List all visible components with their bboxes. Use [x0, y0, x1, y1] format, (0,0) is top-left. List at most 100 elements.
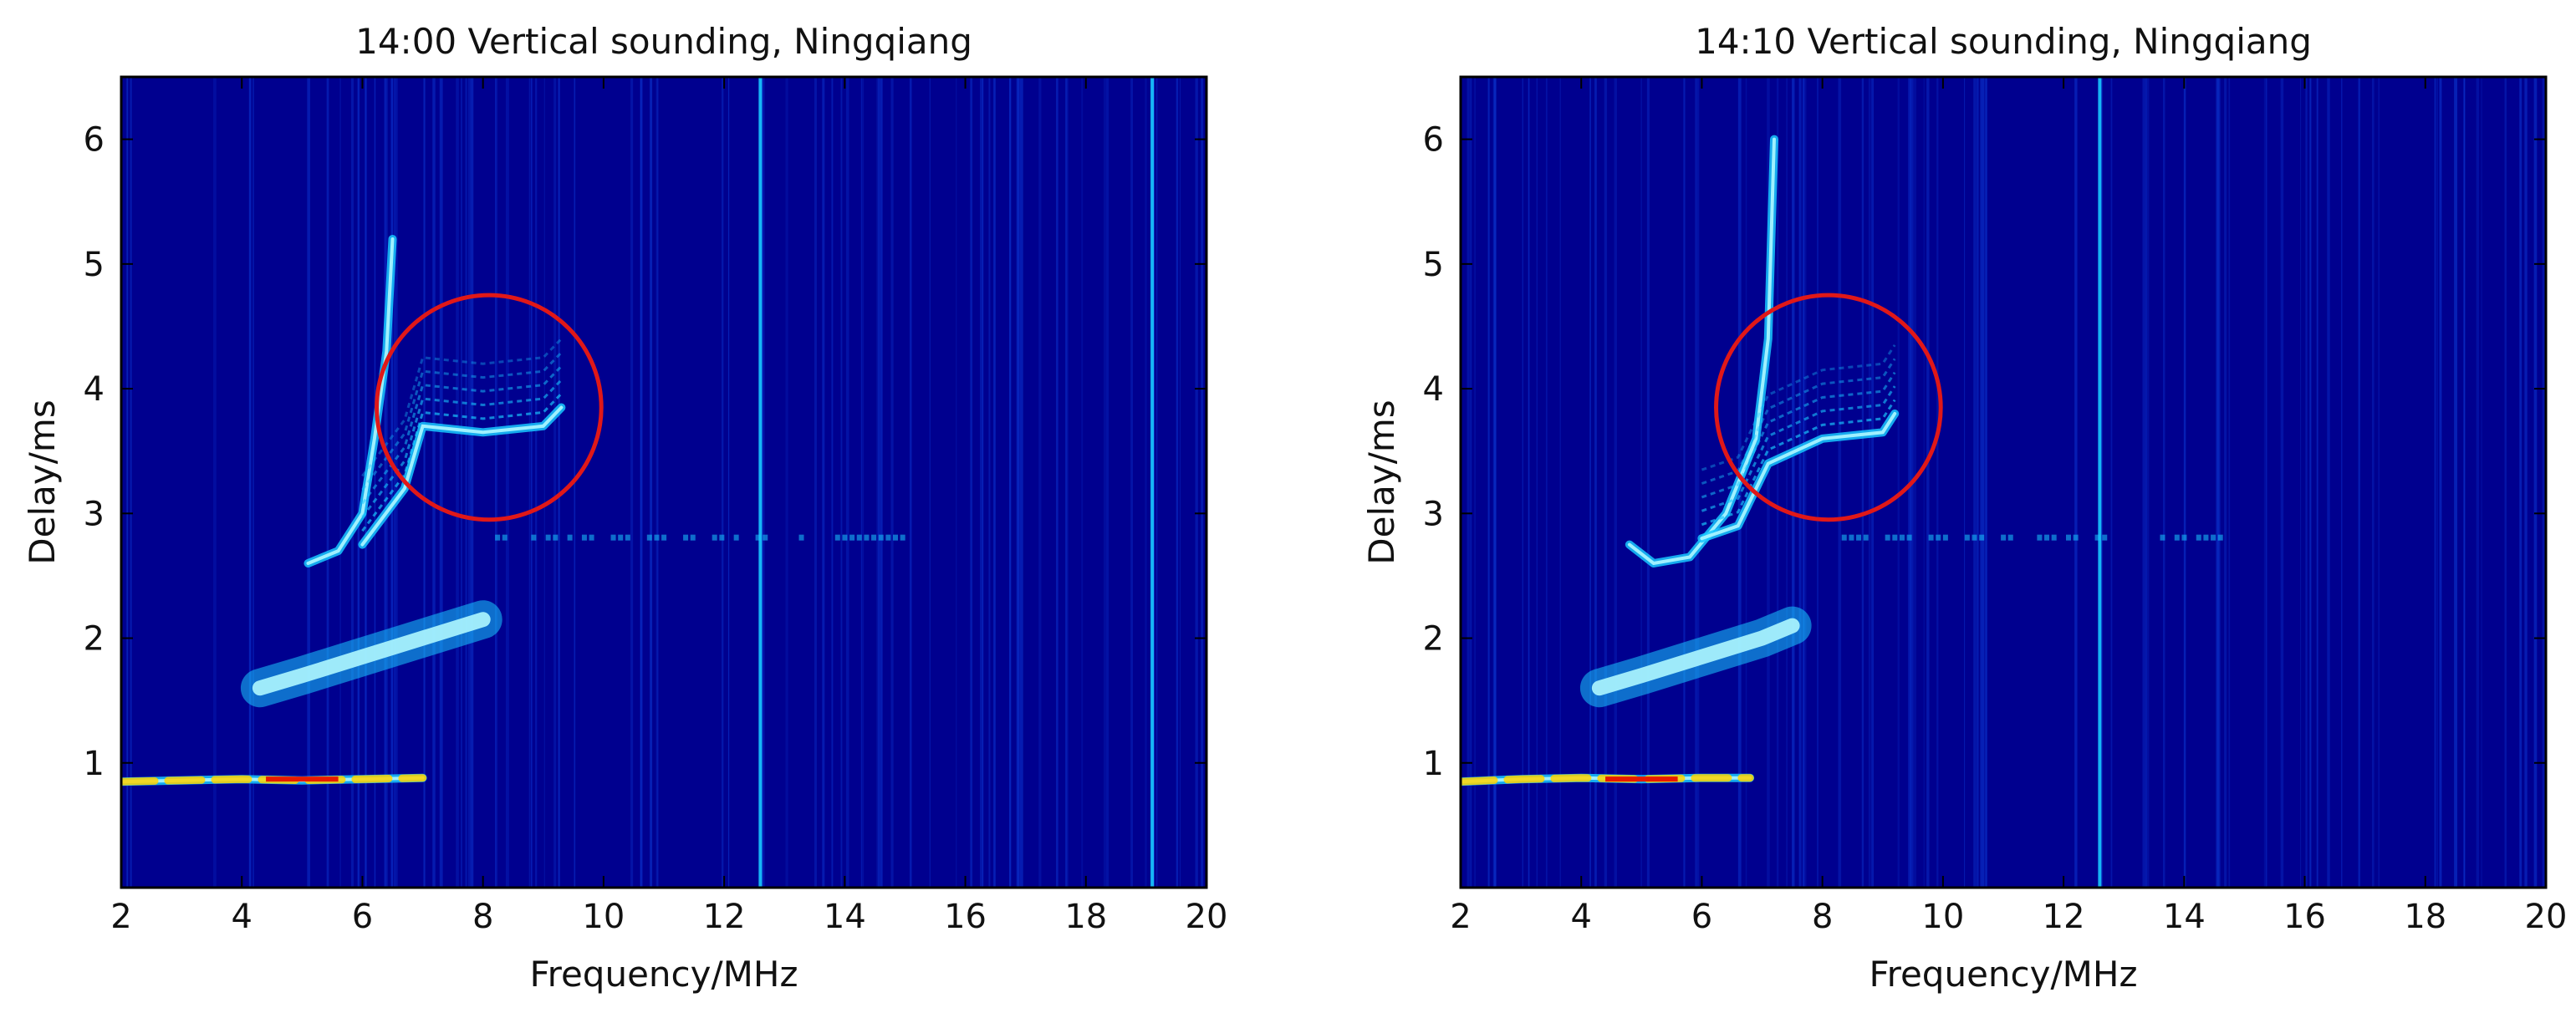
band-dot — [733, 534, 739, 541]
band-dot — [1979, 534, 1985, 541]
x-tick-label: 16 — [944, 898, 987, 936]
y-tick-label: 2 — [84, 620, 105, 659]
chart-title: 14:10 Vertical sounding, Ningqiang — [1695, 21, 2312, 62]
trace-core-F2 — [1700, 411, 1897, 541]
band-dot — [495, 534, 501, 541]
band-dot — [610, 534, 616, 541]
plot-background — [121, 77, 1206, 888]
band-dot — [567, 534, 573, 541]
y-tick-label: 6 — [84, 121, 105, 160]
x-tick-label: 2 — [1450, 898, 1471, 936]
band-dot — [654, 534, 660, 541]
band-dot — [553, 534, 559, 541]
x-tick-label: 2 — [110, 898, 131, 936]
y-tick-label: 5 — [84, 246, 105, 284]
band-dot — [1906, 534, 1912, 541]
y-tick-label: 3 — [84, 495, 105, 533]
trace-multihop — [1701, 385, 1896, 512]
band-dot — [589, 534, 594, 541]
band-dot — [1892, 534, 1898, 541]
y-tick-label: 1 — [84, 745, 105, 783]
x-tick-label: 4 — [231, 898, 252, 936]
y-tick-label: 4 — [84, 370, 105, 409]
band-dot — [1856, 534, 1862, 541]
x-tick-label: 10 — [582, 898, 625, 936]
x-tick-label: 18 — [1064, 898, 1107, 936]
band-dot — [618, 534, 624, 541]
x-tick-label: 6 — [1691, 898, 1712, 936]
band-dot — [864, 534, 870, 541]
x-tick-label: 16 — [2283, 898, 2326, 936]
x-tick-label: 10 — [1921, 898, 1964, 936]
band-dot — [531, 534, 537, 541]
chart-title: 14:00 Vertical sounding, Ningqiang — [355, 21, 972, 62]
band-dot — [2065, 534, 2071, 541]
band-dot — [885, 534, 891, 541]
band-dot — [834, 534, 840, 541]
trace-hot-E — [1461, 774, 1754, 786]
band-dot — [545, 534, 551, 541]
axes-frame — [1459, 75, 2548, 889]
band-dot — [871, 534, 877, 541]
trace-multihop — [361, 392, 563, 532]
band-dot — [2073, 534, 2079, 541]
band-dot — [2181, 534, 2187, 541]
band-dot — [1849, 534, 1854, 541]
band-dot — [2001, 534, 2007, 541]
band-dot — [849, 534, 855, 541]
x-tick-label: 20 — [2525, 898, 2568, 936]
band-dot — [712, 534, 717, 541]
annotation-circle — [1714, 293, 1943, 522]
y-tick-label: 2 — [1423, 620, 1444, 659]
x-tick-label: 6 — [352, 898, 373, 936]
band-dot — [1928, 534, 1934, 541]
trace-multihop — [1701, 344, 1896, 471]
band-dot — [646, 534, 652, 541]
band-dot — [842, 534, 848, 541]
band-dot — [2217, 534, 2223, 541]
trace-multihop — [1701, 358, 1896, 485]
trace-core-F2 — [360, 405, 564, 547]
ionogram-echoes — [121, 77, 1204, 888]
band-dot — [900, 534, 905, 541]
x-tick-label: 14 — [2163, 898, 2206, 936]
band-dot — [2037, 534, 2043, 541]
band-dot — [625, 534, 630, 541]
band-dot — [683, 534, 689, 541]
trace-multihop — [361, 338, 563, 477]
band-dot — [719, 534, 725, 541]
band-dot — [1863, 534, 1869, 541]
band-dot — [2174, 534, 2180, 541]
x-axis-label: Frequency/MHz — [1870, 954, 2138, 995]
trace-core-F1 — [306, 237, 395, 565]
y-tick-label: 6 — [1423, 121, 1444, 160]
ionogram-echoes — [1461, 77, 2545, 888]
band-dot — [2160, 534, 2165, 541]
band-dot — [2051, 534, 2057, 541]
band-dot — [1936, 534, 1941, 541]
annotation-circle — [375, 293, 604, 522]
trace-core-Es — [252, 612, 491, 696]
trace-core-F1 — [1627, 137, 1776, 566]
band-dot — [661, 534, 667, 541]
x-tick-label: 14 — [824, 898, 866, 936]
trace-multihop — [1701, 371, 1896, 499]
trace-multihop — [361, 351, 563, 491]
band-dot — [690, 534, 696, 541]
band-dot — [878, 534, 884, 541]
y-axis-label: Delay/ms — [1361, 400, 1402, 564]
y-tick-label: 5 — [1423, 246, 1444, 284]
band-dot — [856, 534, 862, 541]
band-dot — [1972, 534, 1977, 541]
x-tick-label: 8 — [472, 898, 493, 936]
x-tick-label: 18 — [2404, 898, 2446, 936]
band-dot — [763, 534, 768, 541]
y-tick-label: 3 — [1423, 495, 1444, 533]
x-axis-label: Frequency/MHz — [530, 954, 798, 995]
band-dot — [2102, 534, 2108, 541]
band-dot — [893, 534, 899, 541]
band-dot — [581, 534, 587, 541]
y-tick-label: 4 — [1423, 370, 1444, 409]
